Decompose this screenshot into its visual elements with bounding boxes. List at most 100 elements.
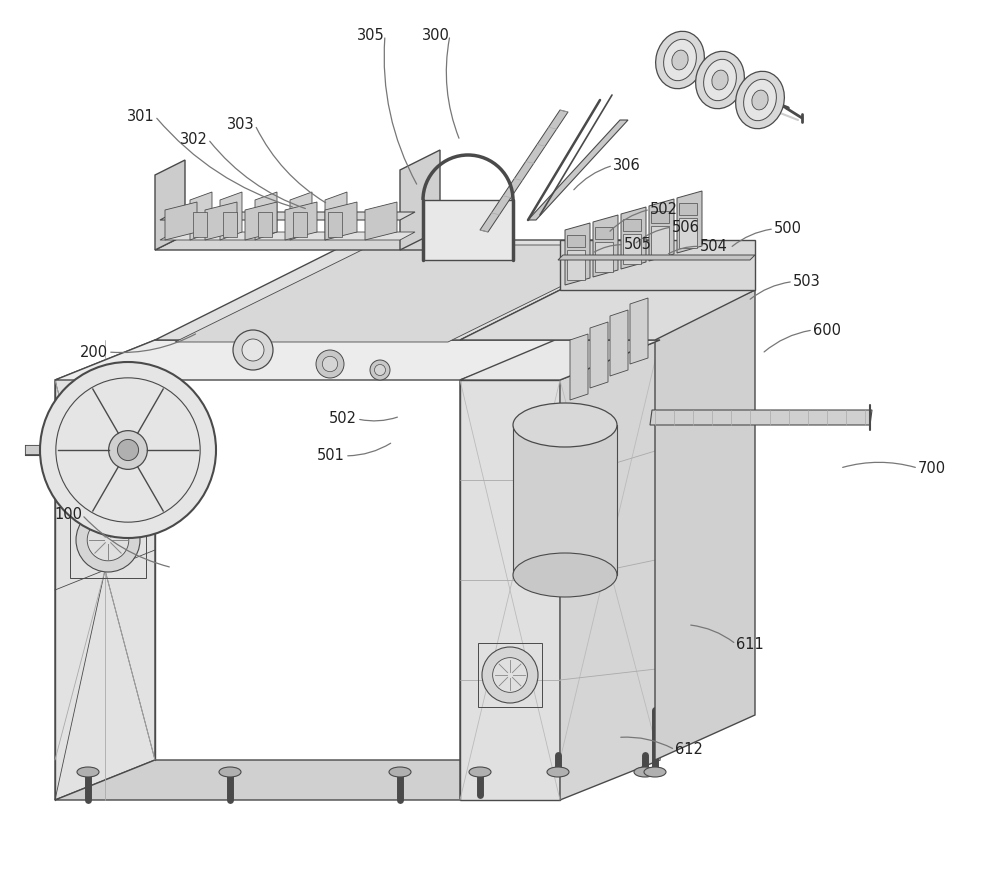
Polygon shape [480,110,568,232]
Ellipse shape [704,59,736,100]
Polygon shape [165,202,197,240]
Bar [595,242,613,272]
Circle shape [242,339,264,361]
Ellipse shape [696,51,744,109]
Ellipse shape [644,767,666,777]
Text: 505: 505 [624,237,652,253]
Text: 611: 611 [736,636,764,652]
Bar [651,226,669,256]
Polygon shape [205,202,237,240]
Ellipse shape [744,79,776,121]
Circle shape [87,519,129,561]
Polygon shape [55,340,565,380]
Text: 700: 700 [918,460,946,476]
Bar [623,219,641,231]
Circle shape [493,657,527,693]
Bar [595,227,613,239]
Polygon shape [325,192,347,240]
Polygon shape [55,340,155,800]
Text: 302: 302 [180,131,208,147]
Polygon shape [677,191,702,253]
Bar [679,218,697,248]
Polygon shape [560,340,660,800]
Polygon shape [655,290,755,760]
Text: 305: 305 [357,27,385,43]
Polygon shape [175,245,645,342]
Ellipse shape [389,767,411,777]
Polygon shape [649,199,674,261]
Bar [567,235,585,247]
Polygon shape [621,207,646,269]
Polygon shape [460,380,560,800]
Bar [258,212,272,237]
Polygon shape [423,200,513,260]
Circle shape [117,439,139,460]
Polygon shape [160,232,415,240]
Text: 303: 303 [227,117,255,133]
Circle shape [40,362,216,538]
Circle shape [370,360,390,380]
Polygon shape [560,240,755,290]
Polygon shape [245,202,277,240]
Bar [651,211,669,223]
Polygon shape [290,192,312,240]
Polygon shape [593,215,618,277]
Text: 300: 300 [422,27,450,43]
Polygon shape [155,235,480,250]
Bar [70,502,146,578]
Bar [567,250,585,280]
Ellipse shape [752,90,768,110]
Polygon shape [650,410,872,425]
Polygon shape [55,760,565,800]
Circle shape [482,647,538,703]
Text: 506: 506 [672,219,700,235]
Polygon shape [528,120,628,220]
Polygon shape [565,223,590,285]
Text: 502: 502 [329,411,357,427]
Polygon shape [325,202,357,240]
Bar [679,203,697,215]
Ellipse shape [219,767,241,777]
Text: 504: 504 [700,238,728,254]
Text: 612: 612 [675,742,703,758]
Polygon shape [610,310,628,376]
Circle shape [76,508,140,572]
Ellipse shape [634,767,656,777]
Ellipse shape [664,40,696,81]
Ellipse shape [547,767,569,777]
Polygon shape [558,255,755,260]
Bar [193,212,207,237]
Polygon shape [460,340,565,800]
Ellipse shape [656,32,704,89]
Polygon shape [570,334,588,400]
Circle shape [233,330,273,370]
Text: 100: 100 [54,507,82,523]
Text: 503: 503 [793,274,821,290]
Polygon shape [365,202,397,240]
Text: 600: 600 [813,322,841,338]
Bar [328,212,342,237]
Circle shape [316,350,344,378]
Ellipse shape [712,70,728,90]
Polygon shape [255,192,277,240]
Bar [223,212,237,237]
Text: 306: 306 [613,158,641,173]
Polygon shape [513,425,617,575]
Ellipse shape [736,71,784,128]
Ellipse shape [513,553,617,597]
Circle shape [374,364,386,376]
Polygon shape [285,202,317,240]
Polygon shape [630,298,648,364]
Polygon shape [400,150,440,250]
Bar [478,643,542,707]
Ellipse shape [513,403,617,447]
Polygon shape [590,322,608,388]
Polygon shape [220,192,242,240]
Polygon shape [190,192,212,240]
Ellipse shape [469,767,491,777]
Bar [293,212,307,237]
Text: 200: 200 [80,344,108,360]
Text: 502: 502 [650,202,678,217]
Text: 501: 501 [317,448,345,464]
Circle shape [322,356,338,371]
